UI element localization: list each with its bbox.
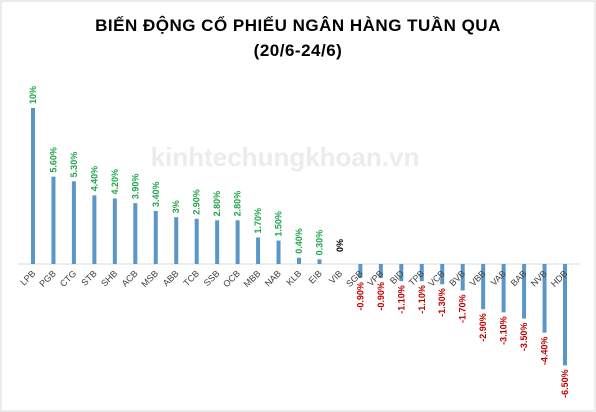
bar bbox=[542, 264, 547, 333]
bar bbox=[31, 108, 35, 264]
value-label: 0.30% bbox=[314, 230, 324, 256]
value-label: 4.40% bbox=[89, 166, 99, 192]
chart-subtitle: (20/6-24/6) bbox=[254, 41, 343, 60]
bar bbox=[419, 264, 424, 282]
bar bbox=[563, 264, 567, 366]
value-label: 3.40% bbox=[151, 181, 161, 207]
value-label: 1.50% bbox=[274, 211, 284, 237]
value-label: 1.70% bbox=[253, 208, 263, 234]
bar bbox=[522, 264, 527, 319]
value-label: -1.10% bbox=[417, 285, 427, 314]
value-label: 10% bbox=[28, 86, 38, 104]
value-label: -1.30% bbox=[437, 288, 447, 317]
bar bbox=[297, 257, 301, 264]
watermark: kinhtechungkhoan.vn bbox=[151, 142, 420, 172]
bar bbox=[92, 195, 97, 264]
value-label: -3.10% bbox=[499, 316, 509, 345]
value-label: -3.50% bbox=[519, 323, 529, 352]
value-label: 2.90% bbox=[192, 189, 202, 215]
value-label: 5.30% bbox=[69, 152, 79, 178]
bar bbox=[440, 264, 445, 285]
value-label: 0.40% bbox=[294, 228, 304, 254]
bar bbox=[51, 176, 56, 264]
value-label: -0.90% bbox=[355, 282, 365, 311]
bar bbox=[215, 220, 220, 264]
bar bbox=[399, 264, 404, 282]
chart-title: BIẾN ĐỘNG CỔ PHIẾU NGÂN HÀNG TUẦN QUA bbox=[95, 16, 501, 35]
bar bbox=[71, 181, 76, 264]
value-label: 4.20% bbox=[110, 169, 120, 195]
bar bbox=[174, 217, 179, 264]
value-label: 0% bbox=[335, 239, 345, 252]
value-label: 3% bbox=[171, 200, 181, 213]
bar bbox=[235, 220, 240, 264]
bar bbox=[256, 237, 261, 264]
bar bbox=[358, 264, 363, 279]
value-label: 2.80% bbox=[233, 191, 243, 217]
value-label: -6.50% bbox=[560, 369, 570, 398]
value-label: -0.90% bbox=[376, 282, 386, 311]
bar bbox=[378, 264, 383, 279]
value-label: -1.70% bbox=[458, 295, 468, 324]
value-label: 2.80% bbox=[212, 191, 222, 217]
bar bbox=[133, 203, 138, 264]
value-label: 5.60% bbox=[48, 147, 58, 173]
value-label: -2.90% bbox=[478, 313, 488, 342]
bar bbox=[481, 264, 486, 310]
value-label: -4.40% bbox=[540, 337, 550, 366]
bar bbox=[276, 240, 281, 264]
bar bbox=[317, 259, 322, 264]
bar bbox=[153, 210, 158, 264]
value-label: -1.10% bbox=[396, 285, 406, 314]
bar bbox=[112, 198, 117, 264]
bar bbox=[194, 218, 199, 264]
bar bbox=[501, 264, 506, 313]
bar bbox=[460, 264, 465, 291]
value-label: 3.90% bbox=[130, 174, 140, 200]
